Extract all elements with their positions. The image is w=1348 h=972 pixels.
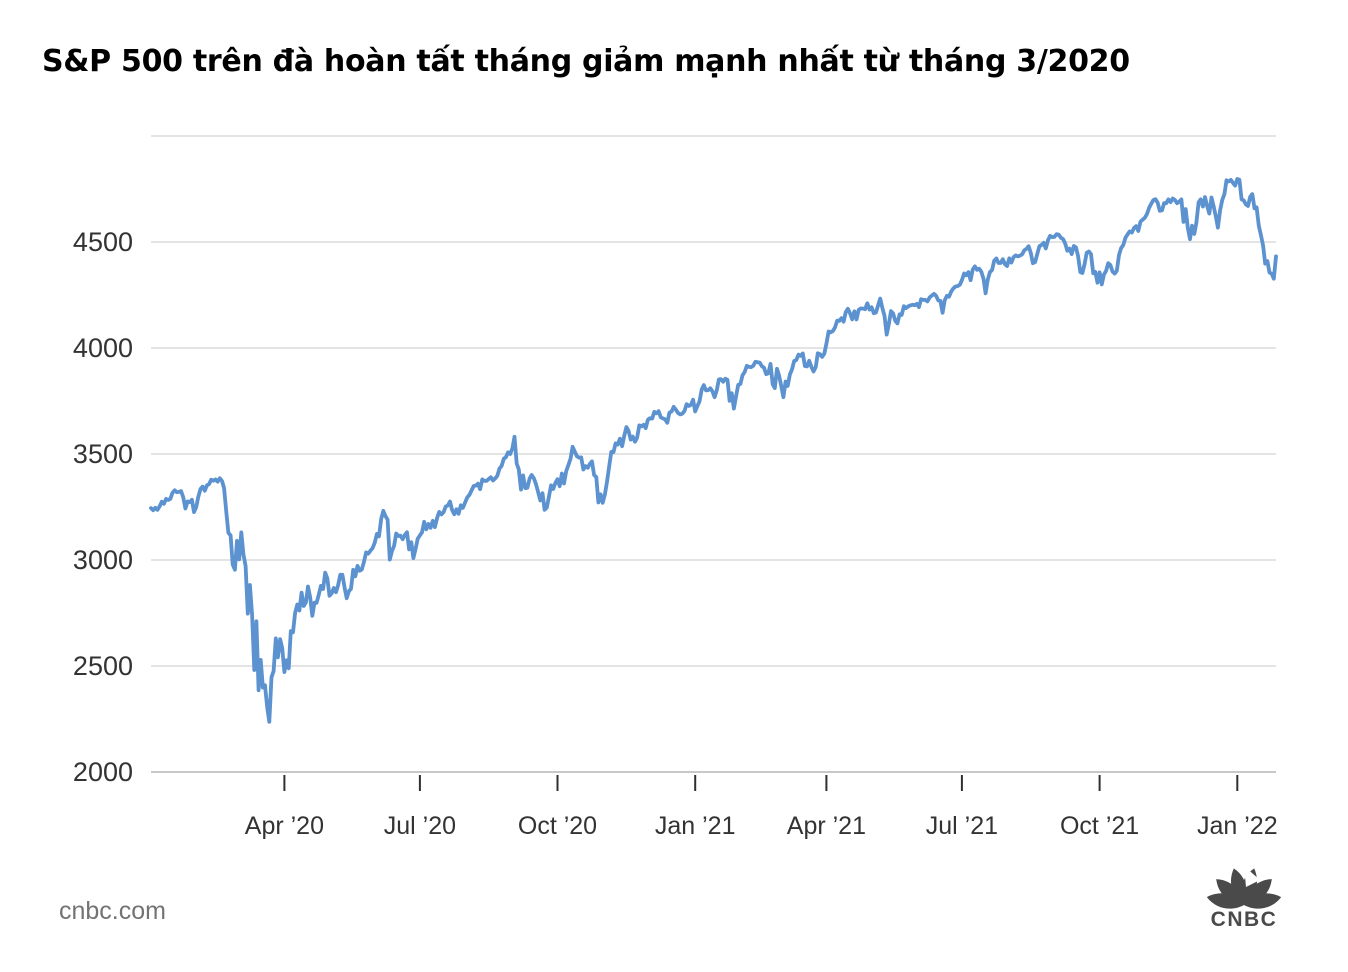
x-axis-ticks [283,775,1239,791]
y-tick-label: 3500 [73,439,133,469]
peacock-feather [1244,893,1282,909]
x-tick-label: Jan ’22 [1197,812,1278,840]
price-line [149,177,1278,724]
cnbc-logo-text: CNBC [1211,908,1278,931]
x-tick-label: Jul ’21 [926,812,998,840]
x-tick-label: Jan ’21 [655,812,736,840]
nbc-peacock-icon [1206,868,1282,909]
x-axis-labels: Apr ’20 Jul ’20 Oct ’20 Jan ’21 Apr ’21 Jul ’… [245,812,1278,840]
y-axis-labels: 2000 2500 3000 3500 4000 4500 [73,227,133,787]
y-tick-label: 2000 [73,757,133,787]
x-tick-label: Oct ’21 [1060,812,1139,840]
chart-title: S&P 500 trên đà hoàn tất tháng giảm mạnh… [42,44,1130,79]
x-tick-label: Apr ’20 [245,812,324,840]
y-tick-label: 4000 [73,333,133,363]
y-tick-label: 4500 [73,227,133,257]
x-tick-label: Apr ’21 [787,812,866,840]
y-tick-label: 2500 [73,651,133,681]
x-tick-label: Oct ’20 [518,812,597,840]
cnbc-logo: CNBC [1206,866,1282,931]
peacock-beak-notch [1244,866,1260,887]
source-text: cnbc.com [59,897,166,925]
y-gridlines [151,135,1276,773]
y-tick-label: 3000 [73,545,133,575]
x-tick-label: Jul ’20 [384,812,456,840]
